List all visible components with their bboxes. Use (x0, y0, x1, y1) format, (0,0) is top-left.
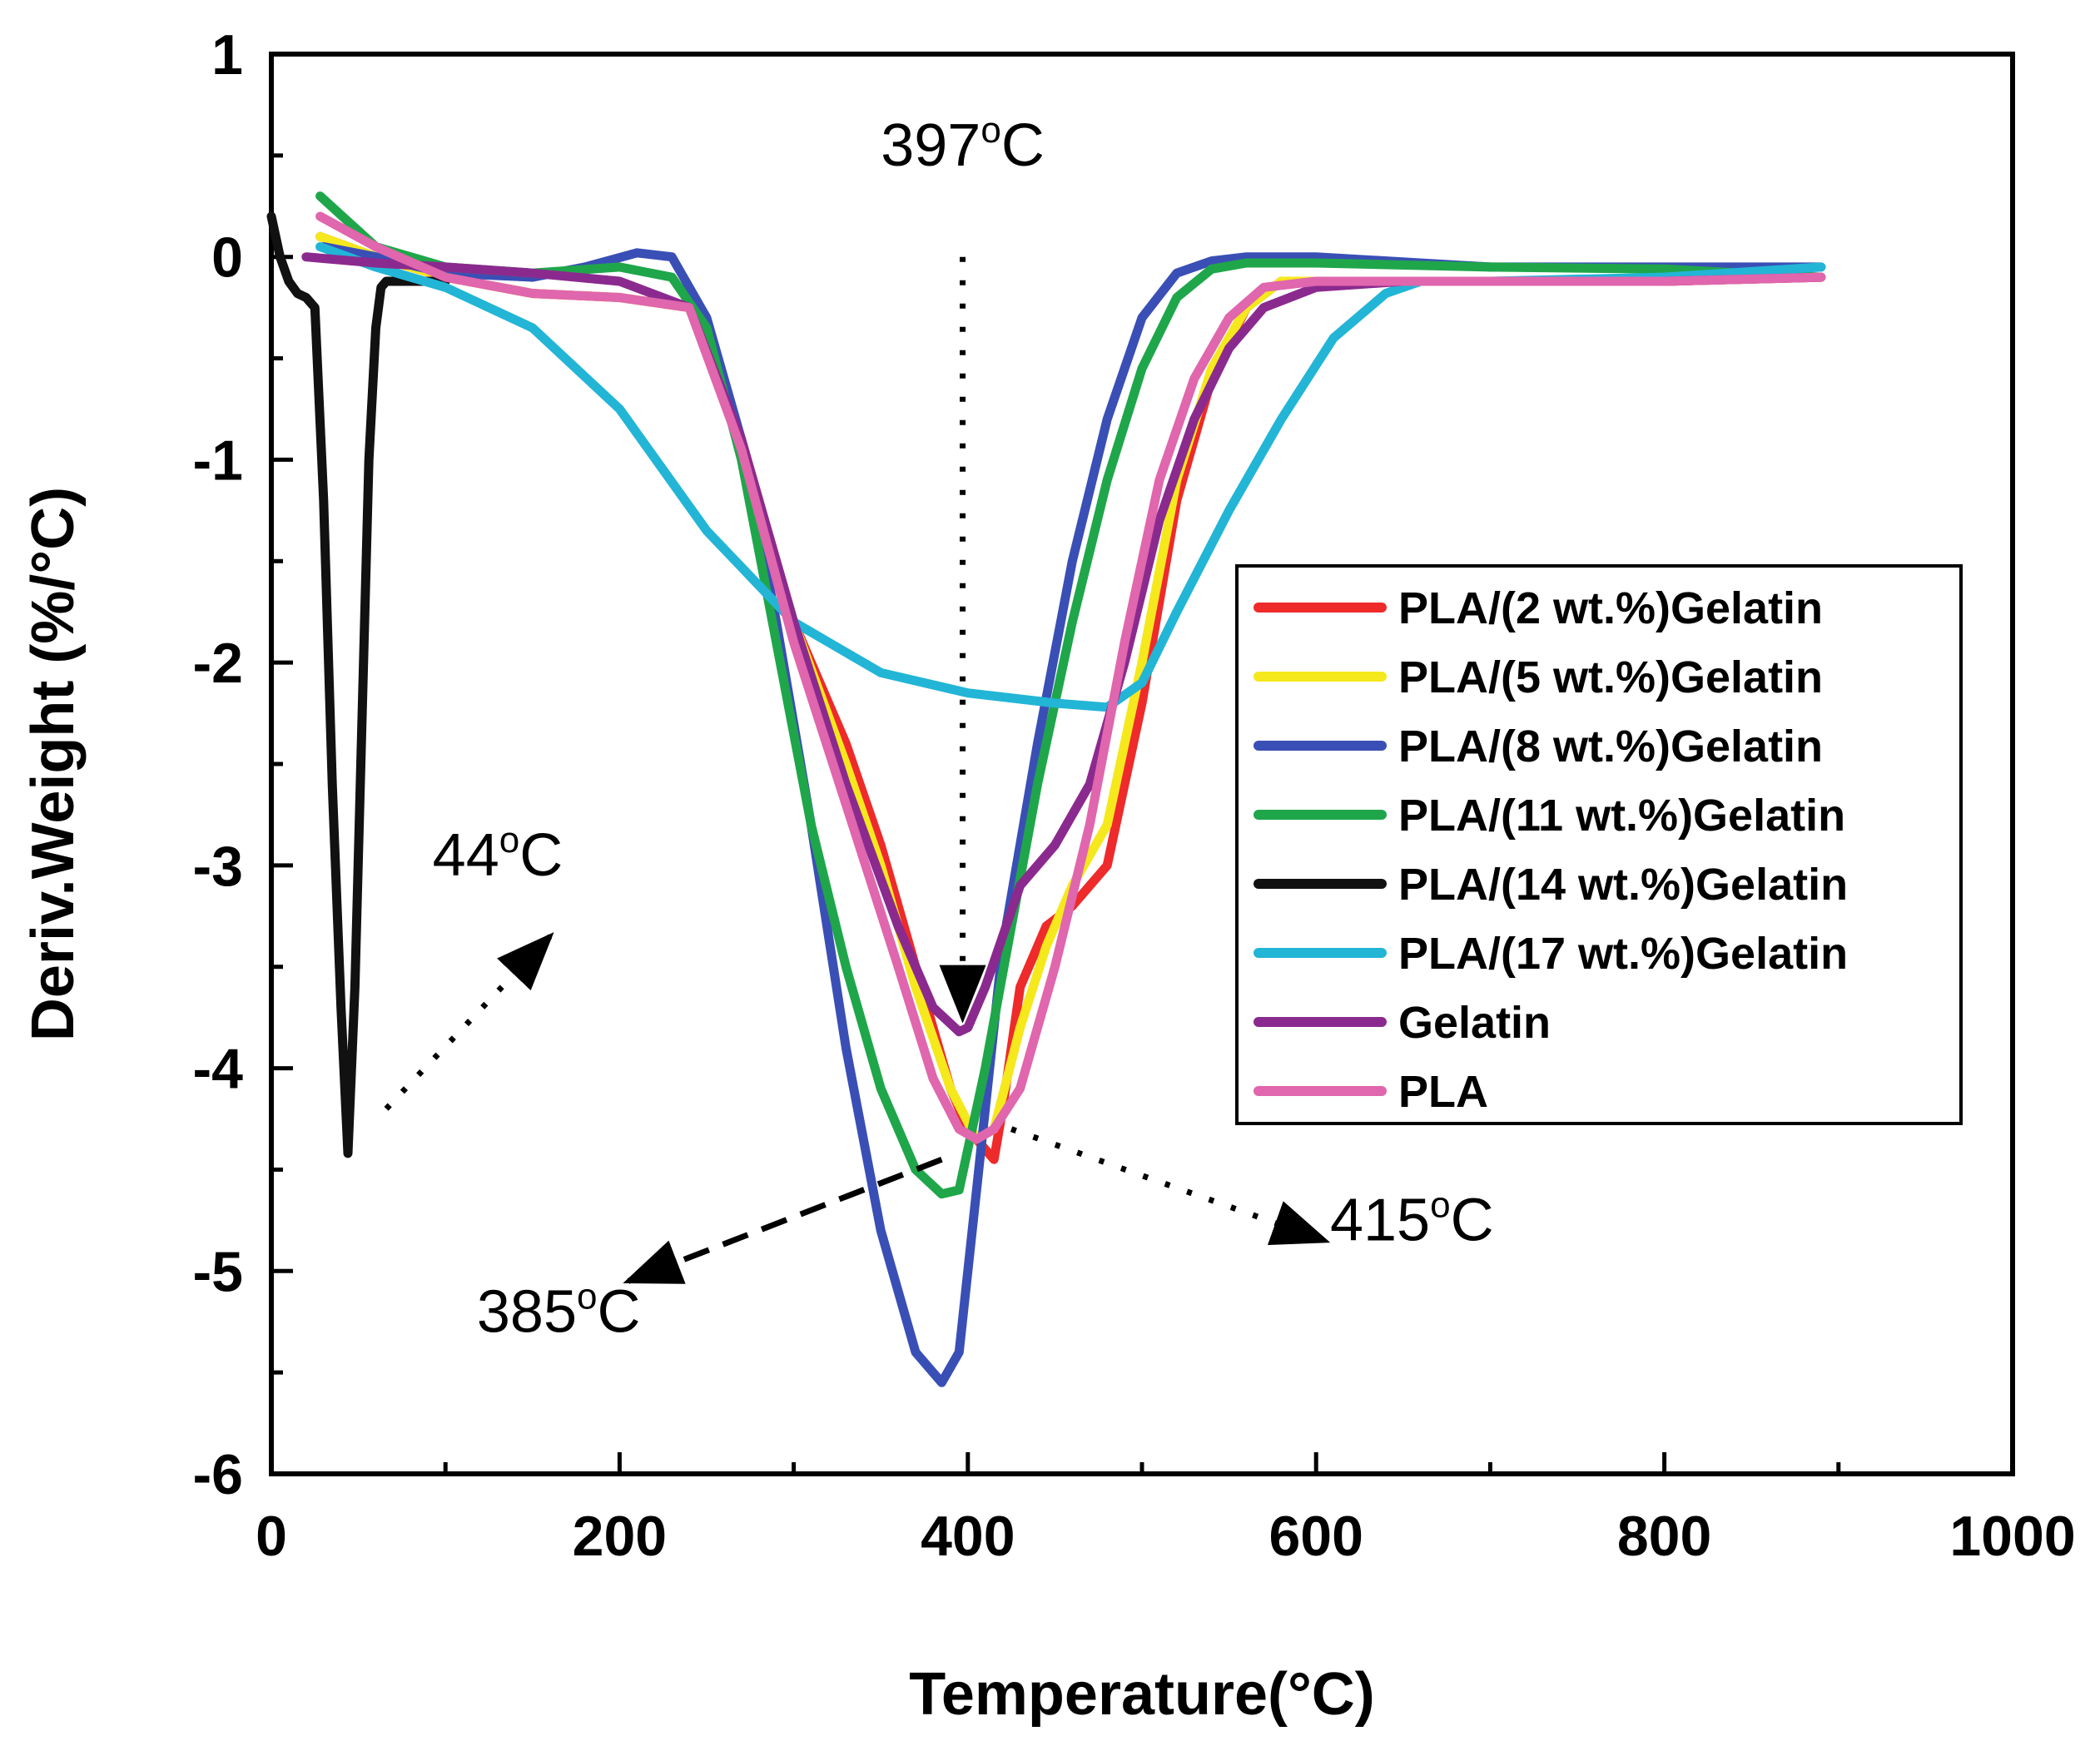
axis-tick-labels: 0 200 400 600 800 1000 1 0 -1 -2 -3 -4 -5 -6 (193, 23, 2076, 1568)
annotation-arrow (384, 932, 554, 1111)
annotation-label: 415oC (1330, 1185, 1494, 1254)
legend-entry-label: PLA/(14 wt.%)Gelatin (1398, 860, 1848, 910)
annotation-arrow (623, 1156, 943, 1284)
annotation-degree: o (577, 1276, 597, 1317)
x-tick-label: 200 (573, 1505, 667, 1568)
series-line-7 (315, 211, 1826, 1144)
annotation-value: 415 (1330, 1188, 1430, 1254)
annotation-label: 44oC (433, 820, 563, 889)
y-tick-label: 0 (211, 226, 243, 290)
x-tick-label: 400 (921, 1505, 1015, 1568)
annotation-value: 385 (477, 1278, 577, 1345)
x-tick-label: 1000 (1949, 1505, 2075, 1568)
y-axis-title: Deriv.Weight (%/°C) (20, 487, 87, 1041)
annotation-unit: C (1001, 112, 1045, 179)
annotation-label: 385oC (477, 1276, 641, 1345)
legend-entry-label: PLA/(17 wt.%)Gelatin (1398, 929, 1848, 979)
y-tick-label: -3 (193, 835, 243, 898)
x-axis-title: Temperature(°C) (909, 1661, 1375, 1728)
x-tick-label: 600 (1268, 1505, 1363, 1568)
annotation-unit: C (1451, 1188, 1494, 1254)
legend-entry-label: PLA/(11 wt.%)Gelatin (1398, 791, 1845, 841)
series-line-3 (315, 191, 1826, 1199)
series-line-2 (319, 242, 1826, 1387)
x-tick-label: 0 (256, 1505, 287, 1568)
series-line-4 (266, 211, 450, 1158)
legend-box (1235, 564, 1963, 1125)
annotation-unit: C (597, 1278, 640, 1345)
annotation-arrow (1010, 1126, 1331, 1245)
y-tick-label: 1 (211, 23, 243, 87)
annotation-degree: o (499, 820, 519, 861)
y-tick-label: -1 (193, 429, 243, 492)
legend: PLA/(2 wt.%)Gelatin PLA/(5 wt.%)Gelatin PL… (1235, 564, 1963, 1125)
annotation-value: 397 (881, 112, 980, 179)
legend-entry-label: PLA/(5 wt.%)Gelatin (1398, 652, 1823, 702)
x-tick-label: 800 (1617, 1505, 1711, 1568)
y-tick-label: -6 (193, 1443, 243, 1506)
legend-entry-label: PLA/(2 wt.%)Gelatin (1398, 583, 1823, 633)
legend-entry-label: Gelatin (1398, 998, 1551, 1048)
annotation-label: 397oC (881, 110, 1045, 179)
y-tick-label: -5 (193, 1240, 243, 1303)
legend-entry-label: PLA (1398, 1067, 1488, 1117)
annotation-degree: o (1430, 1185, 1450, 1226)
legend-entry-label: PLA/(8 wt.%)Gelatin (1398, 722, 1823, 771)
annotation-degree: o (980, 110, 1000, 151)
annotation-unit: C (519, 822, 563, 889)
y-tick-label: -2 (193, 632, 243, 695)
series-layer (266, 191, 1826, 1387)
y-tick-label: -4 (193, 1038, 244, 1101)
annotation-value: 44 (433, 822, 499, 889)
